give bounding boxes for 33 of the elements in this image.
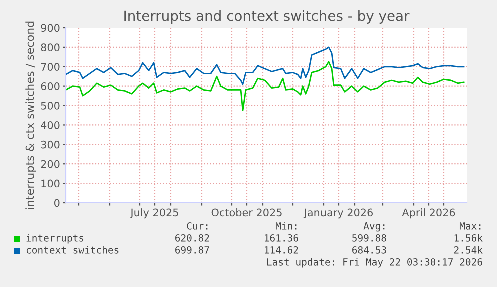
text: Cur: [187,222,208,230]
text: Last update: Fri May 22 03:30:17 2026 [267,258,482,268]
x-tick-label: April 2026 [402,208,456,219]
y-tick-label: 800 [41,44,60,52]
y-tick-label: 300 [41,140,60,149]
text: 114.62 [265,246,298,254]
text: 161.36 [265,234,298,242]
y-tick-label: 900 [41,24,60,32]
legend-label: context switches [26,246,119,254]
x-tick-label: October 2025 [212,208,282,217]
text: Min: [276,222,297,230]
y-tick-label: 100 [42,180,60,188]
y-tick-label: 200 [41,160,60,168]
legend-label: interrupts [26,234,84,244]
y-tick-label: 0 [54,199,60,208]
text: 1.56k [454,234,483,242]
text: 684.53 [352,246,386,254]
text: 620.82 [176,234,210,242]
x-tick-label: January 2026 [304,208,373,219]
chart-title: Interrupts and context switches - by year [124,10,410,24]
line-series [66,61,465,112]
y-tick-label: 700 [41,63,60,71]
y-tick-label: 600 [41,82,60,90]
text: 2.54k [454,246,483,254]
text: Max: [460,222,481,230]
y-axis-title: interrupts & ctx switches / second [26,22,36,210]
text: Avg: [364,222,385,232]
x-tick-label: July 2025 [130,208,178,219]
y-tick-label: 500 [41,102,60,110]
y-tick-label: 400 [41,121,60,130]
line-series [66,46,465,86]
text: 699.87 [176,246,210,254]
text: 599.88 [352,234,386,242]
